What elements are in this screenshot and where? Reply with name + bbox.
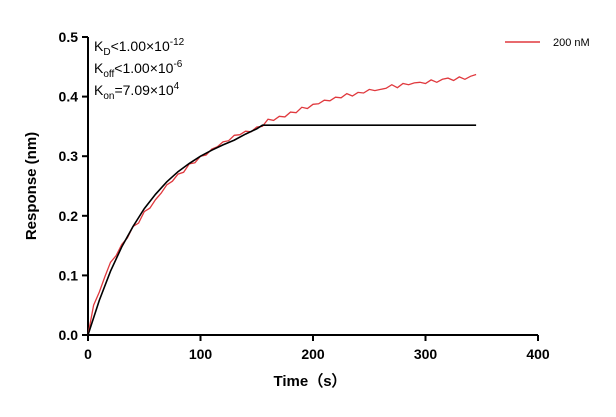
annotation-superscript: -12 bbox=[170, 37, 185, 48]
series-line bbox=[87, 124, 477, 336]
annotation: Koff<1.00×10-6 bbox=[94, 59, 183, 80]
y-axis-label: Response (nm) bbox=[23, 132, 40, 240]
annotation-subscript: D bbox=[103, 47, 110, 58]
x-axis-label: Time（s） bbox=[273, 372, 346, 390]
annotation-symbol: K bbox=[94, 38, 104, 54]
y-tick-label: 0.0 bbox=[59, 327, 79, 343]
annotation: KD<1.00×10-12 bbox=[94, 37, 185, 58]
annotation-text: <1.00×10 bbox=[114, 60, 173, 76]
annotation-superscript: -6 bbox=[173, 59, 182, 70]
annotation-subscript: off bbox=[103, 69, 114, 80]
annotation-text: <1.00×10 bbox=[111, 38, 170, 54]
y-tick-label: 0.4 bbox=[59, 89, 79, 105]
y-tick-label: 0.2 bbox=[59, 208, 79, 224]
y-tick-label: 0.3 bbox=[59, 148, 79, 164]
series-line bbox=[87, 73, 477, 336]
annotation-superscript: 4 bbox=[174, 81, 180, 92]
annotation-symbol: K bbox=[94, 60, 104, 76]
x-tick-label: 300 bbox=[414, 346, 438, 362]
y-tick-label: 0.1 bbox=[59, 267, 79, 283]
y-tick-label: 0.5 bbox=[59, 29, 79, 45]
annotation: Kon=7.09×104 bbox=[94, 81, 180, 102]
x-tick-label: 100 bbox=[189, 346, 213, 362]
annotation-text: =7.09×10 bbox=[114, 82, 173, 98]
x-tick-label: 400 bbox=[526, 346, 550, 362]
x-tick-label: 0 bbox=[84, 346, 92, 362]
legend-label: 200 nM bbox=[553, 37, 590, 49]
annotation-symbol: K bbox=[94, 82, 104, 98]
x-tick-label: 200 bbox=[301, 346, 325, 362]
annotation-subscript: on bbox=[103, 91, 114, 102]
